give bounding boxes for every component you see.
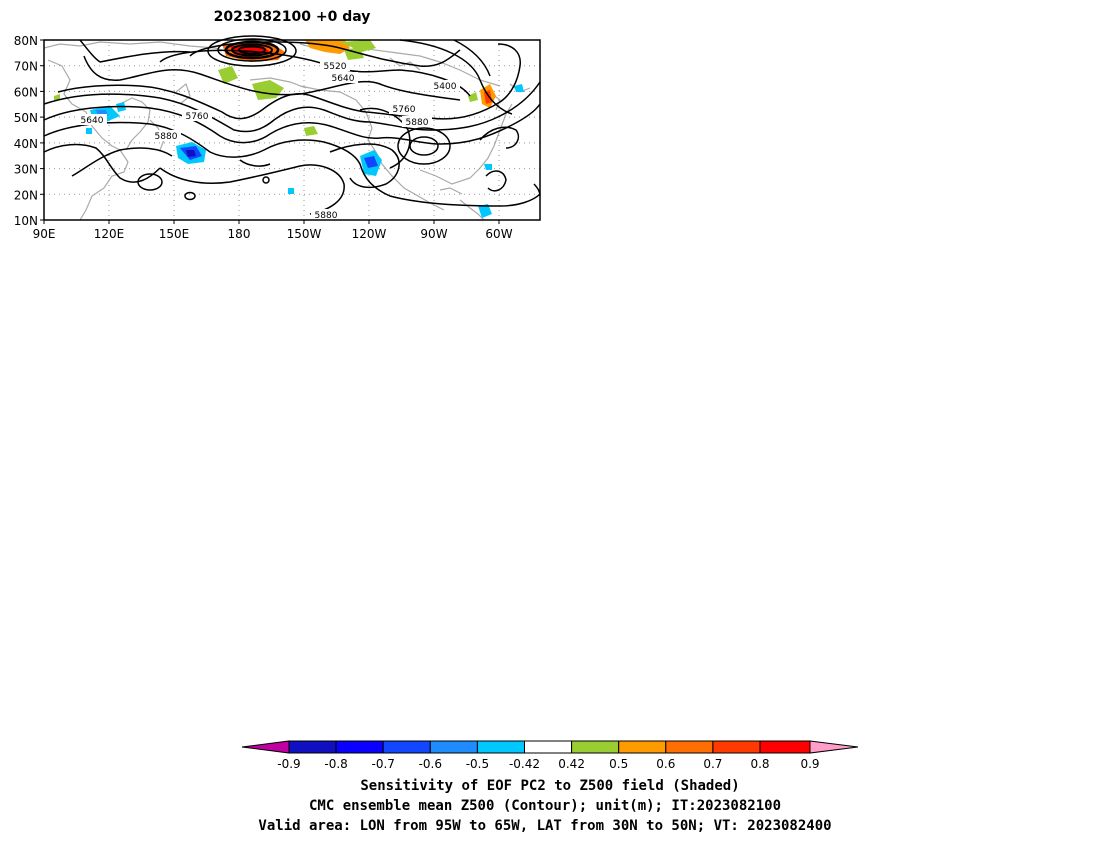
lon-tick-label: 150E (159, 227, 190, 241)
colorbar-segment (759, 740, 811, 754)
contour-label: 5880 (315, 211, 338, 221)
colorbar: -0.9 -0.8 -0.7 -0.6 -0.5 -0.42 0.42 0.5 … (241, 740, 859, 771)
contour-label: 5520 (324, 62, 347, 72)
colorbar-label: -0.8 (324, 757, 347, 771)
contour-label: 5400 (434, 82, 457, 92)
colorbar-label: 0.8 (750, 757, 769, 771)
colorbar-label: 0.42 (558, 757, 585, 771)
colorbar-segment (382, 740, 431, 754)
lat-tick-label: 20N (14, 188, 38, 202)
colorbar-right-arrow (809, 740, 859, 754)
lon-tick-label: 150W (287, 227, 322, 241)
lat-tick-label: 50N (14, 111, 38, 125)
coastlines (43, 41, 531, 221)
contour-label: 5880 (155, 132, 178, 142)
lat-tick-label: 60N (14, 85, 38, 99)
colorbar-label: -0.5 (466, 757, 489, 771)
colorbar-segment (618, 740, 667, 754)
colorbar-label: 0.6 (656, 757, 675, 771)
colorbar-segment (712, 740, 761, 754)
caption-line-3: Valid area: LON from 95W to 65W, LAT fro… (258, 818, 831, 834)
lon-tick-label: 180 (228, 227, 251, 241)
colorbar-segment (429, 740, 478, 754)
lat-tick-label: 80N (14, 34, 38, 48)
lon-tick-label: 120W (352, 227, 387, 241)
lat-axis: 80N 70N 60N 50N 40N 30N 20N 10N (14, 34, 44, 228)
map-frame (43, 39, 541, 221)
colorbar-label: 0.9 (800, 757, 819, 771)
colorbar-label: -0.9 (277, 757, 300, 771)
contour-labels: 5520 5640 5400 5760 5880 5640 5760 5880 … (77, 60, 460, 221)
colorbar-left-arrow (241, 740, 290, 754)
lon-axis: 90E 120E 150E 180 150W 120W 90W 60W (33, 220, 513, 241)
caption-line-1: Sensitivity of EOF PC2 to Z500 field (Sh… (360, 778, 739, 794)
colorbar-segment (335, 740, 384, 754)
lat-tick-label: 10N (14, 214, 38, 228)
contour-label: 5640 (332, 74, 355, 84)
colorbar-label: -0.42 (509, 757, 540, 771)
lat-tick-label: 40N (14, 137, 38, 151)
colorbar-segment (571, 740, 620, 754)
colorbar-label: 0.7 (703, 757, 722, 771)
lat-tick-label: 30N (14, 163, 38, 177)
contour-label: 5880 (406, 118, 429, 128)
contour-label: 5760 (393, 105, 416, 115)
lon-tick-label: 90E (33, 227, 56, 241)
lon-tick-label: 60W (485, 227, 512, 241)
lat-tick-label: 70N (14, 60, 38, 74)
colorbar-segment (665, 740, 714, 754)
lon-tick-label: 120E (94, 227, 125, 241)
colorbar-segment (476, 740, 525, 754)
lon-tick-label: 90W (420, 227, 447, 241)
colorbar-label: 0.5 (609, 757, 628, 771)
colorbar-label: -0.6 (419, 757, 442, 771)
colorbar-segment (524, 740, 573, 754)
colorbar-label: -0.7 (371, 757, 394, 771)
contour-label: 5760 (186, 112, 209, 122)
map-title: 2023082100 +0 day (214, 9, 371, 25)
caption-line-2: CMC ensemble mean Z500 (Contour); unit(m… (309, 798, 781, 814)
contour-label: 5640 (81, 116, 104, 126)
colorbar-segment (288, 740, 337, 754)
map-panel: 5520 5640 5400 5760 5880 5640 5760 5880 … (43, 35, 541, 221)
